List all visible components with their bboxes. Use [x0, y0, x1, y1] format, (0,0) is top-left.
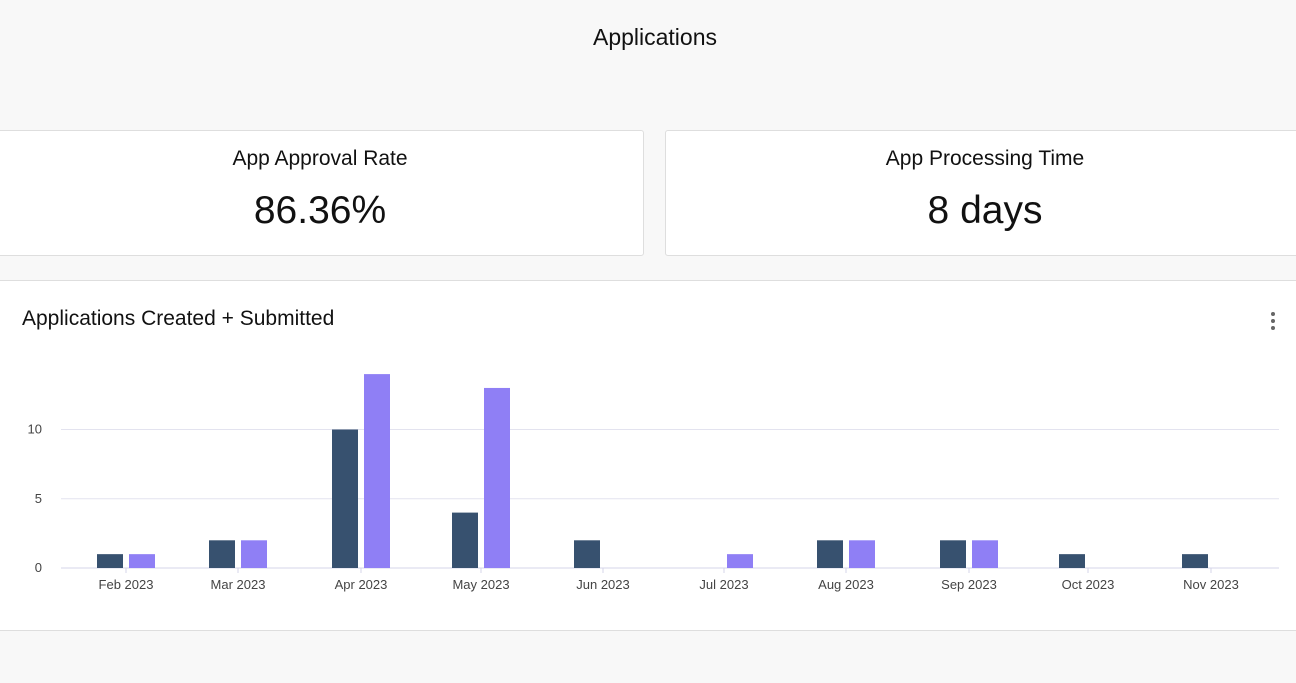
- approval-rate-value: 86.36%: [253, 189, 387, 232]
- approval-rate-card: App Approval Rate 86.36%: [0, 130, 644, 256]
- chart-title: Applications Created + Submitted: [22, 307, 335, 330]
- processing-time-card: App Processing Time 8 days: [665, 130, 1296, 256]
- processing-time-value: 8 days: [927, 189, 1043, 232]
- bar-series2-aug-2023: [849, 540, 875, 568]
- applications-chart-card: Applications Created + Submitted 0 5 10 Feb…: [0, 280, 1296, 631]
- bar-series1-mar-2023: [209, 540, 235, 568]
- bar-chart: 0 5 10 Feb 2023 Mar 2023 Apr 2023 May 2023 Jun …: [28, 374, 1279, 592]
- bar-series1-may-2023: [452, 512, 478, 568]
- x-tick-label: Nov 2023: [1183, 577, 1239, 592]
- bar-series1-feb-2023: [97, 554, 123, 568]
- more-vertical-icon[interactable]: [1263, 309, 1283, 333]
- y-tick-label: 5: [35, 491, 42, 506]
- x-tick-label: Oct 2023: [1062, 577, 1115, 592]
- x-tick-label: Sep 2023: [941, 577, 997, 592]
- bar-series2-jul-2023: [727, 554, 753, 568]
- x-tick-label: Apr 2023: [335, 577, 388, 592]
- bar-series1-aug-2023: [817, 540, 843, 568]
- bar-series1-nov-2023: [1182, 554, 1208, 568]
- bar-series2-mar-2023: [241, 540, 267, 568]
- y-tick-label: 0: [35, 560, 42, 575]
- bar-series1-oct-2023: [1059, 554, 1085, 568]
- x-tick-label: Feb 2023: [99, 577, 154, 592]
- page-title: Applications: [592, 24, 718, 50]
- bar-series1-sep-2023: [940, 540, 966, 568]
- x-tick-label: May 2023: [452, 577, 509, 592]
- bar-series2-may-2023: [484, 387, 510, 568]
- bar-series2-sep-2023: [972, 540, 998, 568]
- x-tick-label: Mar 2023: [211, 577, 266, 592]
- processing-time-label: App Processing Time: [885, 147, 1085, 170]
- bar-series2-feb-2023: [129, 554, 155, 568]
- y-tick-label: 10: [28, 422, 42, 437]
- x-tick-label: Jul 2023: [699, 577, 748, 592]
- x-tick-label: Jun 2023: [576, 577, 630, 592]
- bar-series1-jun-2023: [574, 540, 600, 568]
- bar-series1-apr-2023: [332, 429, 358, 568]
- approval-rate-label: App Approval Rate: [232, 147, 408, 170]
- bar-series2-apr-2023: [364, 374, 390, 568]
- x-tick-label: Aug 2023: [818, 577, 874, 592]
